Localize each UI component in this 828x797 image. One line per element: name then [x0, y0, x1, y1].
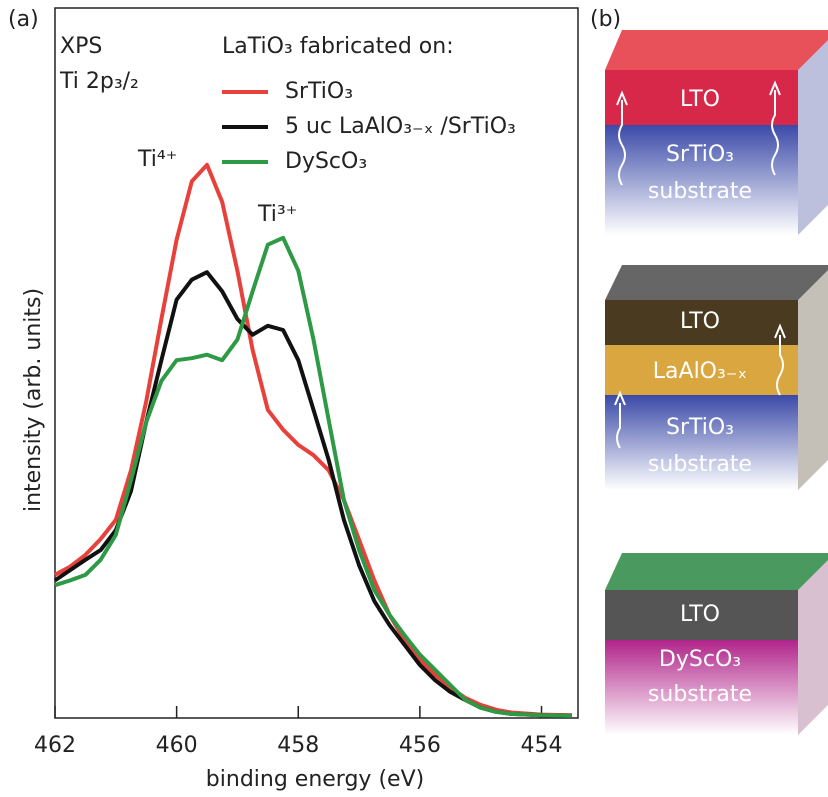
annotation: Ti³⁺	[257, 202, 297, 227]
arrows	[614, 80, 786, 449]
layer-label: substrate	[648, 452, 752, 477]
x-axis-label: binding energy (eV)	[206, 767, 424, 792]
legend-title: LaTiO₃ fabricated on:	[222, 34, 454, 59]
data-line	[54, 235, 572, 718]
top-face	[605, 553, 828, 590]
layer	[605, 345, 798, 395]
top-face	[605, 30, 828, 70]
layer	[605, 640, 798, 735]
legend-label: SrTiO₃	[285, 79, 353, 104]
layer-label: SrTiO₃	[666, 142, 734, 167]
layer-label: LaAlO₃₋ₓ	[653, 359, 747, 384]
side-face	[798, 40, 828, 235]
x-tick-label: 454	[521, 733, 563, 758]
y-axis-label: intensity (arb. units)	[21, 288, 46, 512]
layer-label: substrate	[648, 682, 752, 707]
layer-label: DyScO₃	[659, 647, 741, 672]
data-line	[54, 162, 572, 718]
plot-frame	[54, 7, 579, 719]
layer	[605, 395, 798, 490]
panel-label: (a)	[8, 7, 39, 32]
layer-label: LTO	[680, 87, 720, 112]
panel-label: (b)	[590, 7, 621, 32]
side-face	[798, 560, 828, 735]
layer-label: LTO	[680, 309, 720, 334]
x-tick-label: 462	[34, 733, 76, 758]
side-face	[798, 270, 828, 490]
legend-label: 5 uc LaAlO₃₋ₓ /SrTiO₃	[285, 114, 516, 139]
layer-label: LTO	[680, 602, 720, 627]
annotation: Ti⁴⁺	[137, 147, 177, 172]
annotation: XPS	[60, 34, 102, 59]
layer	[605, 300, 798, 345]
layer	[605, 590, 798, 640]
layer	[605, 70, 798, 125]
x-tick-label: 456	[399, 733, 441, 758]
panel-b: (b) LTO SrTiO₃ substrate LTO LaAlO₃₋ₓ Sr…	[590, 7, 828, 735]
top-face	[605, 265, 828, 300]
layer	[605, 125, 798, 235]
x-tick-label: 458	[277, 733, 319, 758]
legend-label: DyScO₃	[285, 149, 367, 174]
annotation: Ti 2p₃/₂	[59, 69, 139, 94]
layer-label: SrTiO₃	[666, 415, 734, 440]
x-tick-label: 460	[156, 733, 198, 758]
layer-label: substrate	[648, 179, 752, 204]
